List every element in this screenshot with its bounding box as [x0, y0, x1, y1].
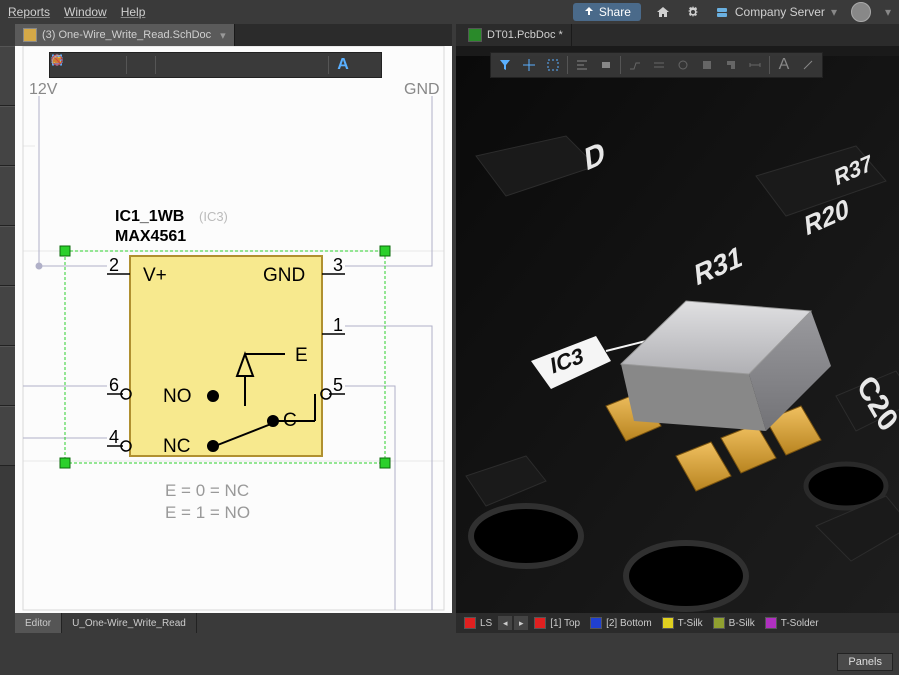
folder-icon	[23, 28, 37, 42]
layer-bottom[interactable]: [2] Bottom	[586, 613, 656, 633]
place-port-icon[interactable]	[255, 54, 277, 76]
designator-hint: (IC3)	[199, 209, 228, 224]
place-harness-icon[interactable]	[279, 54, 301, 76]
status-bar: Panels	[0, 633, 899, 675]
svg-text:NO: NO	[163, 386, 192, 407]
schematic-canvas[interactable]: A 12V GND	[15, 46, 452, 613]
svg-text:6: 6	[109, 375, 119, 395]
panels-button[interactable]: Panels	[837, 653, 893, 671]
fill-icon[interactable]	[696, 54, 718, 76]
select-icon[interactable]	[101, 54, 123, 76]
panel-tab-button[interactable]	[0, 226, 15, 286]
menu-help[interactable]: Help	[121, 5, 146, 19]
schematic-footer: Editor U_One-Wire_Write_Read	[15, 613, 452, 633]
layer-tsolder[interactable]: T-Solder	[761, 613, 823, 633]
panel-tab-button[interactable]	[0, 46, 15, 106]
text-icon[interactable]: A	[773, 54, 795, 76]
place-arc-icon[interactable]	[356, 54, 378, 76]
svg-text:E: E	[295, 345, 308, 366]
svg-text:1: 1	[333, 315, 343, 335]
place-wire-icon[interactable]	[183, 54, 205, 76]
gear-icon[interactable]	[685, 4, 701, 20]
svg-text:4: 4	[109, 427, 119, 447]
layer-tsilk[interactable]: T-Silk	[658, 613, 707, 633]
editor-tab[interactable]: Editor	[15, 613, 62, 633]
svg-text:NC: NC	[163, 436, 190, 457]
diff-icon[interactable]	[648, 54, 670, 76]
place-gnd-icon[interactable]	[207, 54, 229, 76]
panel-tab-button[interactable]	[0, 286, 15, 346]
svg-text:5: 5	[333, 375, 343, 395]
note-line-2: E = 1 = NO	[165, 503, 250, 522]
select-icon[interactable]	[542, 54, 564, 76]
part-label[interactable]: MAX4561	[115, 228, 186, 245]
schematic-toolbar: A	[49, 52, 382, 78]
layer-bar: LS ◂ ▸ [1] Top [2] Bottom T-Silk B-Silk …	[456, 613, 899, 633]
tab-pcb-doc[interactable]: DT01.PcbDoc *	[460, 24, 572, 46]
layer-bsilk[interactable]: B-Silk	[709, 613, 759, 633]
sheet-name[interactable]: U_One-Wire_Write_Read	[62, 613, 197, 633]
line-icon[interactable]	[797, 54, 819, 76]
panel-tab-button[interactable]	[0, 346, 15, 406]
document-tab-bar: (3) One-Wire_Write_Read.SchDoc ▾ DT01.Pc…	[0, 24, 899, 46]
note-line-1: E = 0 = NC	[165, 481, 249, 500]
move-icon[interactable]	[518, 54, 540, 76]
place-net-icon[interactable]	[231, 54, 253, 76]
net-gnd-label: GND	[404, 81, 440, 98]
panel-tab-button[interactable]	[0, 166, 15, 226]
svg-text:V+: V+	[143, 265, 167, 286]
component-icon[interactable]	[595, 54, 617, 76]
layer-prev-icon[interactable]: ◂	[498, 616, 512, 630]
poly-icon[interactable]	[720, 54, 742, 76]
pcb-3d-pane[interactable]: A	[456, 46, 899, 633]
tab-schematic-doc[interactable]: (3) One-Wire_Write_Read.SchDoc ▾	[15, 24, 235, 46]
place-part-icon[interactable]	[159, 54, 181, 76]
svg-text:3: 3	[333, 255, 343, 275]
share-button[interactable]: Share	[573, 3, 641, 21]
designator-label[interactable]: IC1_1WB	[115, 208, 184, 225]
svg-text:2: 2	[109, 255, 119, 275]
pcb-doc-icon	[468, 28, 482, 42]
net-12v-label: 12V	[29, 81, 58, 98]
move-icon[interactable]	[77, 54, 99, 76]
menu-reports[interactable]: Reports	[8, 5, 50, 19]
via-icon[interactable]	[672, 54, 694, 76]
schematic-editor-pane: A 12V GND	[15, 46, 452, 633]
panel-tab-button[interactable]	[0, 406, 15, 466]
layer-next-icon[interactable]: ▸	[514, 616, 528, 630]
place-text-icon[interactable]: A	[332, 54, 354, 76]
user-avatar[interactable]	[851, 2, 871, 22]
close-icon[interactable]: ▾	[220, 29, 226, 42]
svg-text:GND: GND	[263, 265, 305, 286]
pcb-toolbar: A	[490, 52, 823, 78]
menu-bar: Reports Window Help Share Company Server…	[0, 0, 899, 24]
align-icon[interactable]	[130, 54, 152, 76]
pcb-3d-canvas[interactable]: R31 R20 R37 C20 D IC3	[456, 46, 899, 633]
layer-ls[interactable]: LS	[460, 613, 496, 633]
route-icon[interactable]	[624, 54, 646, 76]
dim-icon[interactable]	[744, 54, 766, 76]
place-noerc-icon[interactable]	[303, 54, 325, 76]
filter-icon[interactable]	[494, 54, 516, 76]
schematic-svg: 12V GND	[15, 46, 452, 613]
layer-top[interactable]: [1] Top	[530, 613, 584, 633]
panel-tab-button[interactable]	[0, 106, 15, 166]
server-icon	[715, 5, 729, 19]
home-icon[interactable]	[655, 4, 671, 20]
server-button[interactable]: Company Server ▾	[715, 5, 837, 19]
align-icon[interactable]	[571, 54, 593, 76]
left-panel-rail	[0, 46, 15, 633]
menu-window[interactable]: Window	[64, 5, 107, 19]
